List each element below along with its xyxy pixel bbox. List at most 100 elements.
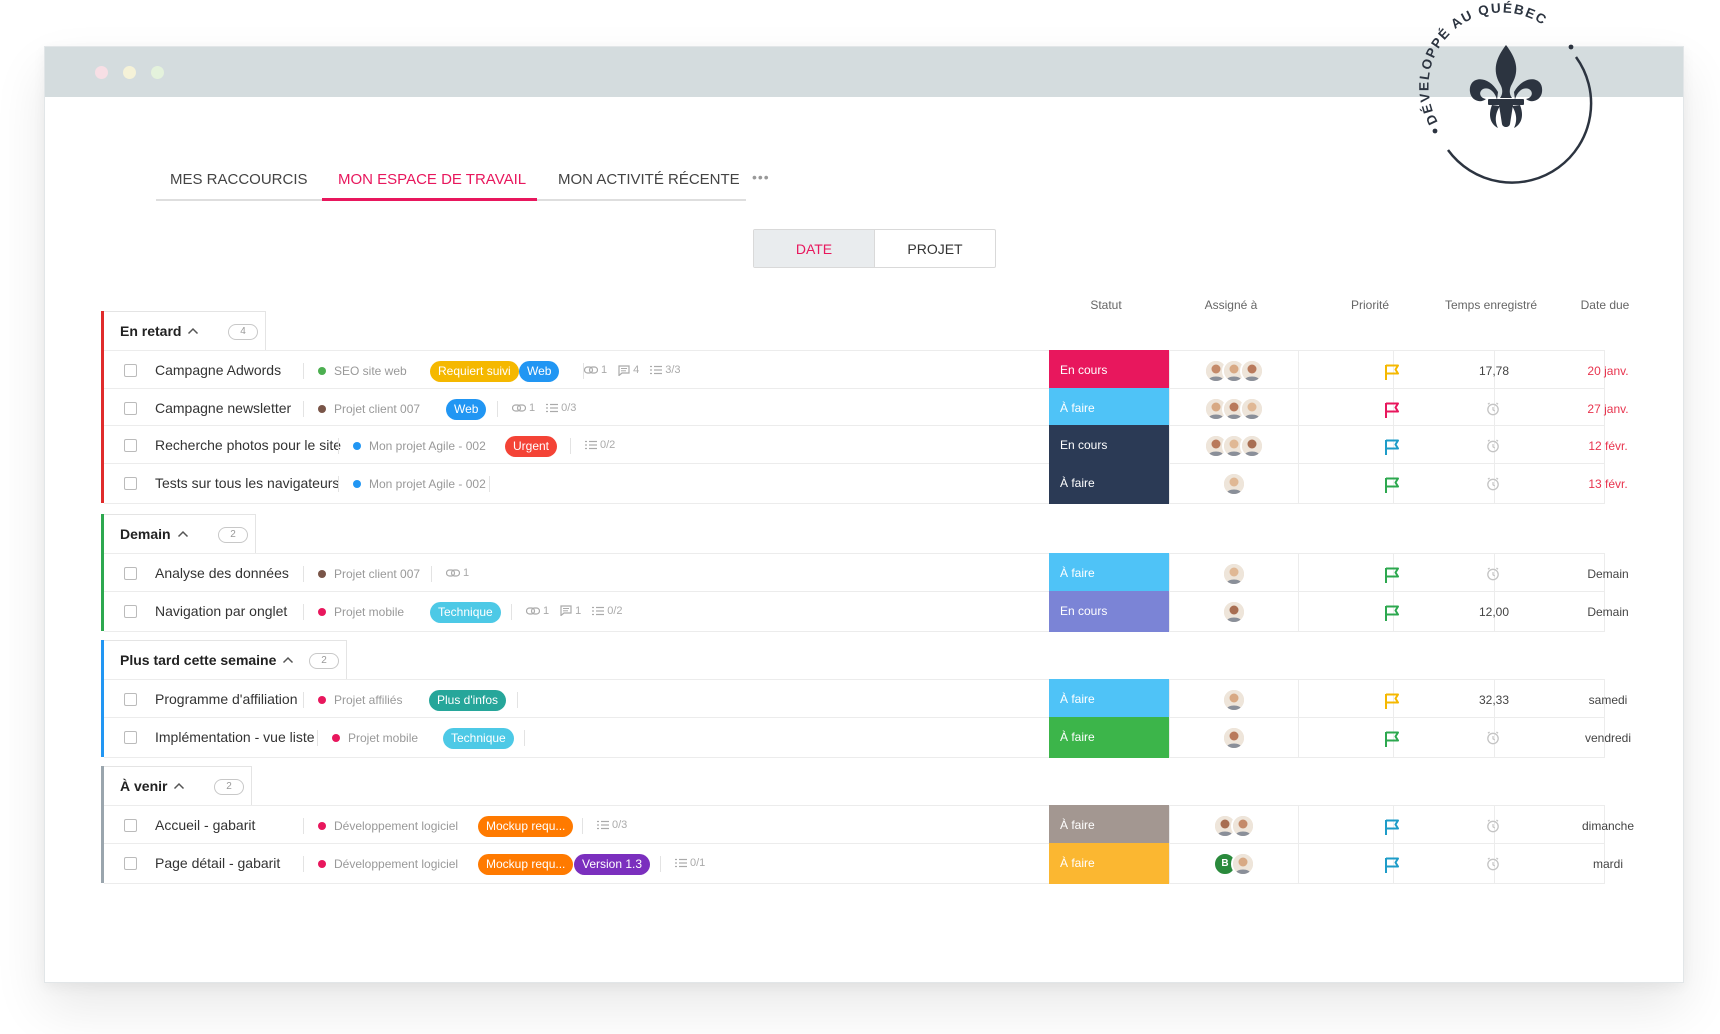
table-row[interactable]: Page détail - gabarit Développement logic…	[104, 842, 1623, 884]
tag-badge[interactable]: Version 1.3	[574, 853, 651, 875]
task-checkbox[interactable]	[124, 693, 137, 706]
priority-flag-icon[interactable]	[1383, 818, 1403, 836]
group-header[interactable]: À venir 2	[104, 766, 252, 805]
tab-workspace[interactable]: MON ESPACE DE TRAVAIL	[338, 171, 527, 188]
status-badge[interactable]: En cours	[1049, 425, 1169, 466]
task-checkbox[interactable]	[124, 730, 137, 744]
project-label[interactable]: Projet affiliés	[318, 693, 402, 707]
avatar[interactable]	[1222, 562, 1246, 586]
project-label[interactable]: Projet client 007	[318, 402, 420, 416]
assignee-avatars[interactable]	[1222, 471, 1246, 496]
status-badge[interactable]: À faire	[1049, 679, 1169, 720]
task-name[interactable]: Analyse des données	[155, 565, 289, 581]
checklist-progress-group[interactable]: 3/3	[650, 364, 681, 376]
task-name[interactable]: Implémentation - vue liste	[155, 728, 315, 745]
checklist-progress-group[interactable]: 0/3	[546, 402, 576, 414]
tab-shortcuts[interactable]: MES RACCOURCIS	[170, 171, 308, 188]
task-checkbox[interactable]	[124, 364, 137, 377]
priority-flag-icon[interactable]	[1383, 604, 1403, 622]
tag-badge[interactable]: Urgent	[505, 436, 558, 457]
avatar[interactable]	[1231, 814, 1255, 838]
due-date[interactable]: 20 janv.	[1587, 364, 1629, 378]
more-tabs-icon[interactable]: •••	[752, 169, 770, 185]
status-badge[interactable]: En cours	[1049, 350, 1169, 391]
table-row[interactable]: Campagne newsletter Projet client 007 Web 1…	[104, 387, 1629, 429]
tag-badge[interactable]: Mockup requ...	[478, 853, 574, 875]
priority-flag-icon[interactable]	[1383, 438, 1403, 456]
window-close-dot[interactable]	[95, 66, 108, 79]
status-badge[interactable]: À faire	[1049, 553, 1169, 594]
group-title-wrap[interactable]: Demain	[120, 526, 189, 542]
status-badge[interactable]: À faire	[1049, 387, 1169, 429]
checklist-progress-group[interactable]: 0/1	[675, 857, 705, 869]
task-name[interactable]: Recherche photos pour le site	[155, 437, 341, 453]
due-date[interactable]: samedi	[1588, 693, 1628, 707]
priority-flag-icon[interactable]	[1383, 566, 1403, 584]
priority-flag-icon[interactable]	[1383, 730, 1403, 748]
column-header-time[interactable]: Temps enregistré	[1444, 298, 1538, 312]
due-date[interactable]: 13 févr.	[1588, 476, 1628, 491]
priority-flag-icon[interactable]	[1383, 856, 1403, 874]
due-date[interactable]: Demain	[1587, 567, 1629, 581]
tag-badge[interactable]: Web	[519, 361, 560, 382]
group-title-wrap[interactable]: À venir	[120, 778, 185, 794]
attachment-count-group[interactable]: 1	[446, 567, 469, 579]
project-label[interactable]: Projet mobile	[318, 605, 404, 619]
task-name[interactable]: Accueil - gabarit	[155, 817, 256, 833]
avatar[interactable]	[1240, 396, 1264, 421]
due-date[interactable]: 27 janv.	[1587, 401, 1629, 416]
project-label[interactable]: Mon projet Agile - 002	[353, 439, 486, 453]
due-date[interactable]: Demain	[1587, 604, 1629, 619]
status-badge[interactable]: À faire	[1049, 716, 1169, 758]
group-title[interactable]: Demain	[120, 526, 171, 542]
timer-icon[interactable]	[1486, 819, 1500, 833]
status-badge[interactable]: À faire	[1049, 462, 1169, 504]
task-checkbox[interactable]	[124, 819, 137, 832]
avatar[interactable]	[1204, 359, 1228, 383]
tab-recent-activity[interactable]: MON ACTIVITÉ RÉCENTE	[558, 171, 740, 188]
task-checkbox[interactable]	[124, 401, 137, 415]
project-label[interactable]: Projet mobile	[332, 731, 418, 745]
comment-count-group[interactable]: 4	[618, 364, 639, 376]
time-logged[interactable]: 32,33	[1478, 693, 1510, 707]
table-row[interactable]: Navigation par onglet Projet mobile Techni…	[104, 590, 1629, 632]
timer-icon[interactable]	[1486, 401, 1500, 416]
tag-badge[interactable]: Plus d'infos	[429, 690, 506, 711]
attachment-count-group[interactable]: 1	[584, 364, 607, 376]
task-name[interactable]: Navigation par onglet	[155, 602, 288, 619]
attachment-count-group[interactable]: 1	[526, 605, 549, 617]
assignee-avatars[interactable]	[1222, 562, 1246, 586]
timer-icon[interactable]	[1486, 476, 1500, 491]
group-title[interactable]: Plus tard cette semaine	[120, 652, 277, 668]
task-name[interactable]: Campagne Adwords	[155, 362, 282, 378]
group-title-wrap[interactable]: En retard	[120, 323, 199, 339]
column-header-priority[interactable]: Priorité	[1350, 298, 1389, 312]
status-badge[interactable]: À faire	[1049, 842, 1169, 884]
tag-badge[interactable]: Requiert suivi	[430, 361, 519, 382]
assignee-avatars[interactable]	[1204, 396, 1264, 421]
group-header[interactable]: Demain 2	[104, 514, 256, 553]
tag-badge[interactable]: Web	[446, 398, 487, 420]
group-title[interactable]: En retard	[120, 323, 182, 339]
column-header-assignee[interactable]: Assigné à	[1204, 298, 1258, 312]
assignee-avatars[interactable]	[1222, 599, 1246, 624]
task-name[interactable]: Campagne newsletter	[155, 399, 292, 416]
group-title[interactable]: À venir	[120, 778, 168, 794]
assignee-avatars[interactable]	[1213, 814, 1255, 838]
assignee-avatars[interactable]: B	[1213, 851, 1255, 876]
window-maximize-dot[interactable]	[151, 66, 164, 79]
column-header-due-date[interactable]: Date due	[1580, 298, 1630, 312]
checklist-progress-group[interactable]: 0/2	[592, 605, 623, 617]
assignee-avatars[interactable]	[1222, 725, 1246, 750]
table-row[interactable]: Programme d'affiliation Projet affiliés Pl…	[104, 679, 1627, 720]
task-name[interactable]: Tests sur tous les navigateurs	[155, 474, 340, 491]
group-header[interactable]: En retard 4	[104, 311, 266, 350]
group-title-wrap[interactable]: Plus tard cette semaine	[120, 652, 294, 668]
table-row[interactable]: Campagne Adwords SEO site web Requiert sui…	[104, 350, 1629, 391]
due-date[interactable]: vendredi	[1584, 730, 1632, 745]
task-checkbox[interactable]	[124, 476, 137, 490]
avatar[interactable]	[1222, 471, 1246, 496]
project-label[interactable]: Projet client 007	[318, 567, 420, 581]
tag-badge[interactable]: Mockup requ...	[478, 816, 574, 837]
group-by-date-button[interactable]: DATE	[754, 230, 875, 267]
